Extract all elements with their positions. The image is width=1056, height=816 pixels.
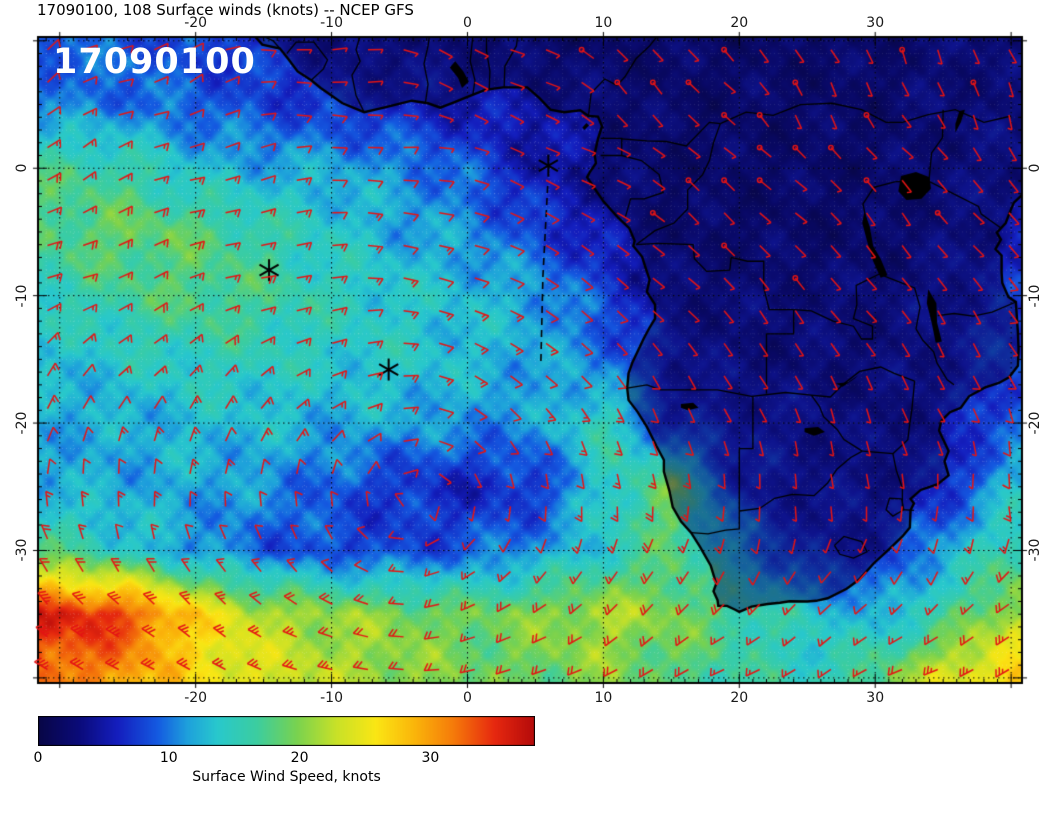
lon-tick-label-bottom: 10 [594, 690, 613, 706]
lat-tick-label-right: 0 [1027, 163, 1043, 173]
lat-tick-label-right: -10 [1027, 284, 1043, 308]
lon-tick-label-bottom: -10 [320, 690, 343, 706]
colorbar-tick-label: 10 [159, 750, 178, 766]
colorbar-gradient [38, 716, 535, 746]
colorbar-tick-label: 20 [290, 750, 309, 766]
lat-tick-label-right: -20 [1027, 411, 1043, 435]
lon-tick-label-top: -10 [320, 15, 343, 31]
colorbar-tick-label: 0 [33, 750, 43, 766]
colorbar-tick-label: 30 [421, 750, 440, 766]
lon-tick-label-bottom: 0 [463, 690, 472, 706]
lon-tick-label-top: -20 [184, 15, 208, 31]
lon-tick-label-top: 10 [594, 15, 613, 31]
lon-tick-label-top: 20 [730, 15, 749, 31]
lat-tick-label-left: -20 [14, 411, 30, 435]
lon-tick-label-top: 30 [866, 15, 885, 31]
colorbar-label: Surface Wind Speed, knots [192, 769, 381, 785]
lat-tick-label-left: -30 [14, 539, 30, 562]
lon-tick-label-bottom: 20 [730, 690, 749, 706]
wind-speed-map-canvas [0, 0, 1056, 708]
lat-tick-label-left: 0 [14, 163, 30, 173]
lat-tick-label-right: -30 [1027, 539, 1043, 562]
lon-tick-label-bottom: 30 [866, 690, 885, 706]
lon-tick-label-bottom: -20 [184, 690, 208, 706]
figure-title: 17090100, 108 Surface winds (knots) -- N… [37, 1, 414, 19]
timestamp-stamp: 17090100 [53, 42, 256, 82]
lon-tick-label-top: 0 [463, 15, 472, 31]
lat-tick-label-left: -10 [14, 284, 30, 308]
